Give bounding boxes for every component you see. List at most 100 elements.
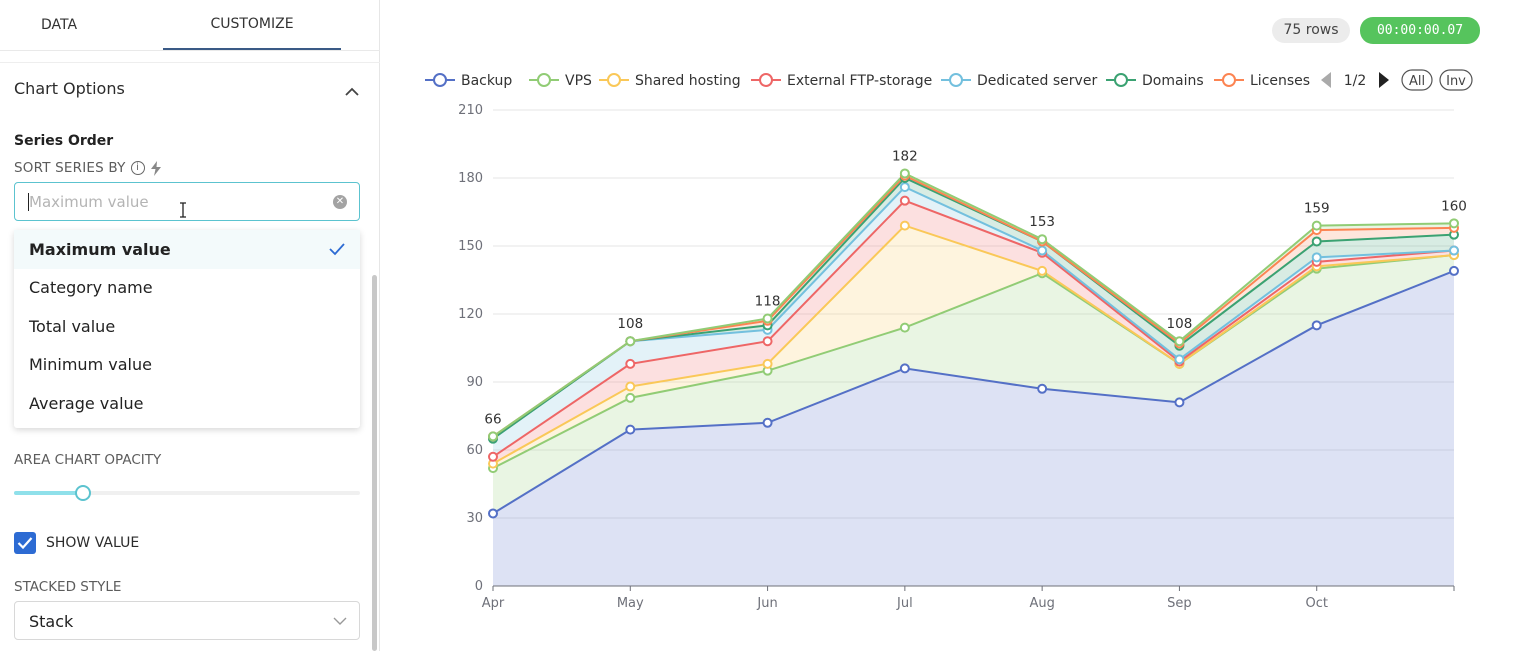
stacked-style-value: Stack xyxy=(29,612,74,631)
area-vps xyxy=(493,255,1454,514)
data-point[interactable] xyxy=(1174,336,1185,347)
area-opacity-slider[interactable] xyxy=(14,485,360,501)
area-backup xyxy=(493,270,1454,586)
legend-item[interactable]: Dedicated server xyxy=(941,73,1097,89)
series-line xyxy=(492,270,1455,515)
chart-points xyxy=(488,168,1459,519)
panel-tabs: DATA CUSTOMIZE xyxy=(0,0,380,51)
y-tick-label: 0 xyxy=(475,579,483,594)
legend-invert-label: Inv xyxy=(1446,74,1466,89)
data-point[interactable] xyxy=(625,392,636,403)
sort-series-label: SORT SERIES BY i xyxy=(14,160,162,176)
data-point[interactable] xyxy=(1037,265,1048,276)
data-label: 66 xyxy=(484,411,501,427)
data-point[interactable] xyxy=(762,313,773,324)
data-point[interactable] xyxy=(625,381,636,392)
data-point[interactable] xyxy=(625,358,636,369)
legend-item[interactable]: Licenses xyxy=(1214,73,1310,89)
dropdown-option-category-name[interactable]: Category name xyxy=(14,269,360,308)
y-tick-label: 30 xyxy=(466,511,483,526)
data-point[interactable] xyxy=(762,358,773,369)
option-label: Maximum value xyxy=(29,239,171,259)
y-tick-label: 150 xyxy=(458,239,483,254)
stacked-area-chart: Backup VPS Shared hosting External FTP-stor… xyxy=(425,69,1473,611)
data-point[interactable] xyxy=(762,417,773,428)
slider-handle[interactable] xyxy=(75,485,92,501)
data-point[interactable] xyxy=(1311,320,1322,331)
area-opacity-label: AREA CHART OPACITY xyxy=(14,452,162,468)
sort-series-dropdown: Maximum value Category name Total value … xyxy=(14,230,360,428)
data-point[interactable] xyxy=(899,322,910,333)
x-tick-label: Aug xyxy=(1029,596,1054,611)
info-icon[interactable]: i xyxy=(130,161,145,175)
divider xyxy=(0,62,380,63)
y-tick-label: 120 xyxy=(458,307,483,322)
scrollbar[interactable] xyxy=(372,275,377,651)
data-point[interactable] xyxy=(1311,220,1322,231)
option-label: Total value xyxy=(29,316,116,336)
data-point[interactable] xyxy=(899,168,910,179)
x-tick-label: Apr xyxy=(482,596,505,611)
legend-all-button[interactable] xyxy=(1401,69,1433,91)
data-label: 182 xyxy=(892,148,918,164)
data-point[interactable] xyxy=(488,431,498,442)
data-point[interactable] xyxy=(488,451,498,462)
data-point[interactable] xyxy=(899,220,910,231)
data-point[interactable] xyxy=(1174,354,1185,365)
dropdown-option-total-value[interactable]: Total value xyxy=(14,307,360,346)
legend-marker xyxy=(433,73,447,87)
chart-legend: Backup VPS Shared hosting External FTP-stor… xyxy=(425,69,1473,91)
legend-prev-icon[interactable] xyxy=(1321,72,1331,88)
data-point[interactable] xyxy=(1037,383,1048,394)
legend-marker xyxy=(1114,73,1128,87)
legend-next-icon[interactable] xyxy=(1379,72,1389,88)
data-point[interactable] xyxy=(1311,252,1322,263)
sort-series-placeholder: Maximum value xyxy=(29,193,149,211)
x-tick-label: Jul xyxy=(896,596,913,611)
chart-areas xyxy=(493,173,1454,586)
data-label: 153 xyxy=(1029,214,1055,230)
option-label: Category name xyxy=(29,278,153,298)
data-point[interactable] xyxy=(899,182,910,193)
data-point[interactable] xyxy=(1449,245,1459,256)
clear-icon[interactable]: ✕ xyxy=(333,195,347,209)
legend-invert-button[interactable] xyxy=(1439,69,1473,91)
check-icon xyxy=(17,537,33,550)
series-line xyxy=(492,254,1455,470)
sort-series-label-text: SORT SERIES BY xyxy=(14,160,126,176)
legend-marker xyxy=(759,73,773,87)
tab-customize[interactable]: CUSTOMIZE xyxy=(163,0,341,50)
series-line xyxy=(492,199,1455,458)
data-point[interactable] xyxy=(488,508,498,519)
data-point[interactable] xyxy=(1037,234,1048,245)
sort-series-input[interactable]: Maximum value ✕ xyxy=(14,182,360,221)
legend-item[interactable]: Backup xyxy=(425,73,512,89)
data-point[interactable] xyxy=(1449,265,1459,276)
slider-fill xyxy=(14,491,84,495)
data-point[interactable] xyxy=(1037,245,1048,256)
show-value-checkbox[interactable] xyxy=(14,532,36,554)
data-point[interactable] xyxy=(625,336,636,347)
query-time-badge: 00:00:00.07 xyxy=(1360,17,1480,44)
legend-item[interactable]: External FTP-storage xyxy=(751,73,932,89)
stacked-style-select[interactable]: Stack xyxy=(14,601,360,640)
dropdown-option-maximum-value[interactable]: Maximum value xyxy=(14,230,360,269)
legend-item[interactable]: VPS xyxy=(529,73,592,89)
legend-label: Licenses xyxy=(1250,73,1310,89)
data-point[interactable] xyxy=(762,336,773,347)
data-point[interactable] xyxy=(1174,397,1185,408)
dropdown-option-average-value[interactable]: Average value xyxy=(14,384,360,423)
data-point[interactable] xyxy=(899,195,910,206)
data-point[interactable] xyxy=(1449,218,1459,229)
tab-data[interactable]: DATA xyxy=(40,17,78,33)
legend-item[interactable]: Domains xyxy=(1106,73,1204,89)
show-value-label[interactable]: SHOW VALUE xyxy=(46,535,140,551)
dropdown-option-minimum-value[interactable]: Minimum value xyxy=(14,346,360,385)
data-point[interactable] xyxy=(625,424,636,435)
data-label: 159 xyxy=(1304,201,1330,217)
data-point[interactable] xyxy=(899,363,910,374)
data-point[interactable] xyxy=(1311,236,1322,247)
chevron-up-icon[interactable] xyxy=(342,82,362,102)
series-order-heading: Series Order xyxy=(14,133,114,149)
legend-item[interactable]: Shared hosting xyxy=(599,73,741,89)
